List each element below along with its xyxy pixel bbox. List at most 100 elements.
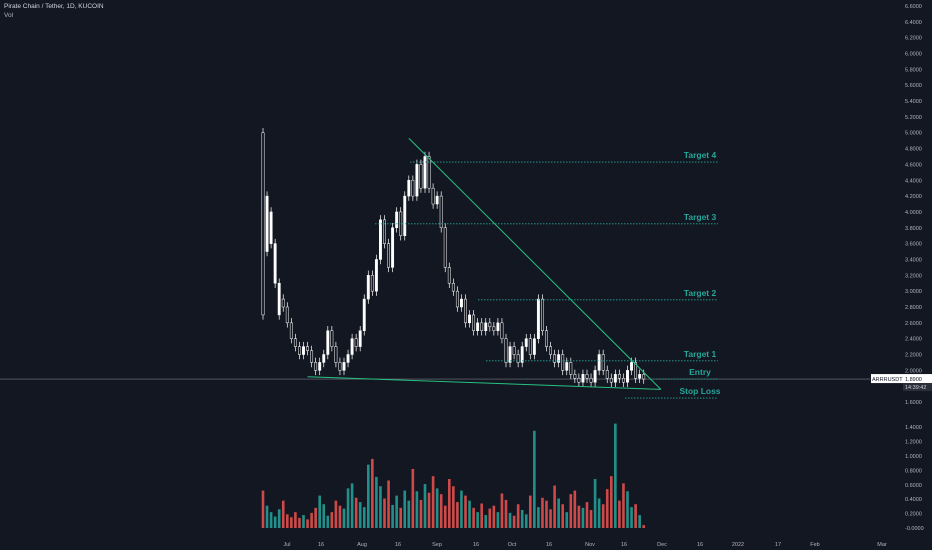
candle-body [261,132,265,316]
volume-bar [383,498,386,528]
candle-body [395,211,399,229]
volume-bar [589,510,593,528]
volume-bar [553,485,556,528]
volume-bar [302,515,305,528]
candle-body [545,330,548,347]
candle-body [293,338,297,347]
candle-body [281,298,285,308]
price-axis-tick-label: 3.8000 [905,226,922,232]
level-label: Target 1 [684,349,717,359]
candle-body [617,374,621,379]
volume-bar [306,519,309,528]
price-axis-tick-label: 6.4000 [905,20,922,26]
volume-bar [411,468,415,528]
candle-body [411,180,415,197]
x-axis-tick-label: 16 [473,542,479,548]
candle-body [269,211,273,244]
candle-body [273,243,277,284]
x-axis-tick-label: 16 [318,542,324,548]
price-tag-countdown-box [903,383,932,392]
volume-bar [269,512,273,528]
volume-bar [334,500,338,528]
candle-body [577,378,581,383]
candle-body [468,314,472,324]
volume-bar [581,507,585,528]
volume-bar [557,498,560,528]
candle-body [541,298,544,332]
candle-body [532,338,536,355]
volume-bar [367,464,370,528]
volume-bar [618,500,621,528]
volume-bar [622,483,625,528]
candle-body [407,180,411,197]
candle-body [500,322,504,339]
volume-bar [290,517,293,528]
volume-bar [577,505,581,528]
candle-body [383,219,386,244]
price-axis-tick-label: 3.2000 [905,273,922,279]
candle-body [419,164,423,189]
candle-body [387,243,391,268]
candle-body [630,362,633,371]
volume-bar [573,490,577,528]
candle-body [370,275,374,292]
volume-bar [358,502,362,528]
price-axis-tick-label: 3.6000 [905,242,922,248]
volume-label: Vol [4,12,14,19]
volume-bar [318,495,321,528]
volume-bar [537,507,540,528]
volume-bar [634,504,637,528]
volume-bar [407,500,411,528]
volume-bar [520,510,524,528]
volume-bar [630,507,633,528]
candle-body [553,354,557,363]
candle-body [480,322,484,332]
candle-body [613,374,617,383]
volume-bar [448,479,451,528]
volume-bar [399,507,402,528]
candle-body [605,370,609,379]
volume-bar [427,492,431,528]
volume-bar [541,497,544,528]
volume-bar [480,503,483,528]
level-label: Stop Loss [679,386,720,396]
volume-bar [346,488,350,528]
candle-body [634,362,638,379]
price-axis-tick-label: 5.8000 [905,67,922,73]
volume-bar [614,423,617,528]
volume-bar [391,504,394,528]
candle-body [358,330,362,347]
candle-body [289,322,293,339]
candle-body [638,374,642,379]
price-axis-tick-label: 6.0000 [905,52,922,58]
price-axis-tick-label: 4.2000 [905,194,922,200]
x-axis-tick-label: Sep [432,542,442,548]
price-axis-tick-label: 1.6000 [905,400,922,406]
volume-axis-tick-label: 1.4000 [905,425,922,431]
volume-bar [464,495,467,528]
volume-bar [642,525,645,528]
candle-body [585,374,589,379]
price-axis-tick-label: 4.0000 [905,210,922,216]
volume-bar [419,499,423,528]
volume-bar [472,507,475,528]
trendline[interactable] [307,376,661,390]
price-axis-tick-label: 2.0000 [905,368,922,374]
candle-body [589,378,593,383]
candle-body [350,338,354,355]
candle-body [342,362,346,371]
price-tag-symbol: ARRRUSDT [872,377,903,383]
volume-bar [549,509,552,528]
volume-bar [456,502,459,528]
candle-body [265,195,269,252]
candle-body [451,282,455,292]
candle-body [476,322,480,332]
level-label: Target 2 [684,288,717,298]
x-axis-tick-label: 16 [395,542,401,548]
trendline[interactable] [408,137,662,390]
price-axis-tick-label: 5.6000 [905,83,922,89]
volume-bar [314,507,317,528]
candle-body [488,322,492,328]
